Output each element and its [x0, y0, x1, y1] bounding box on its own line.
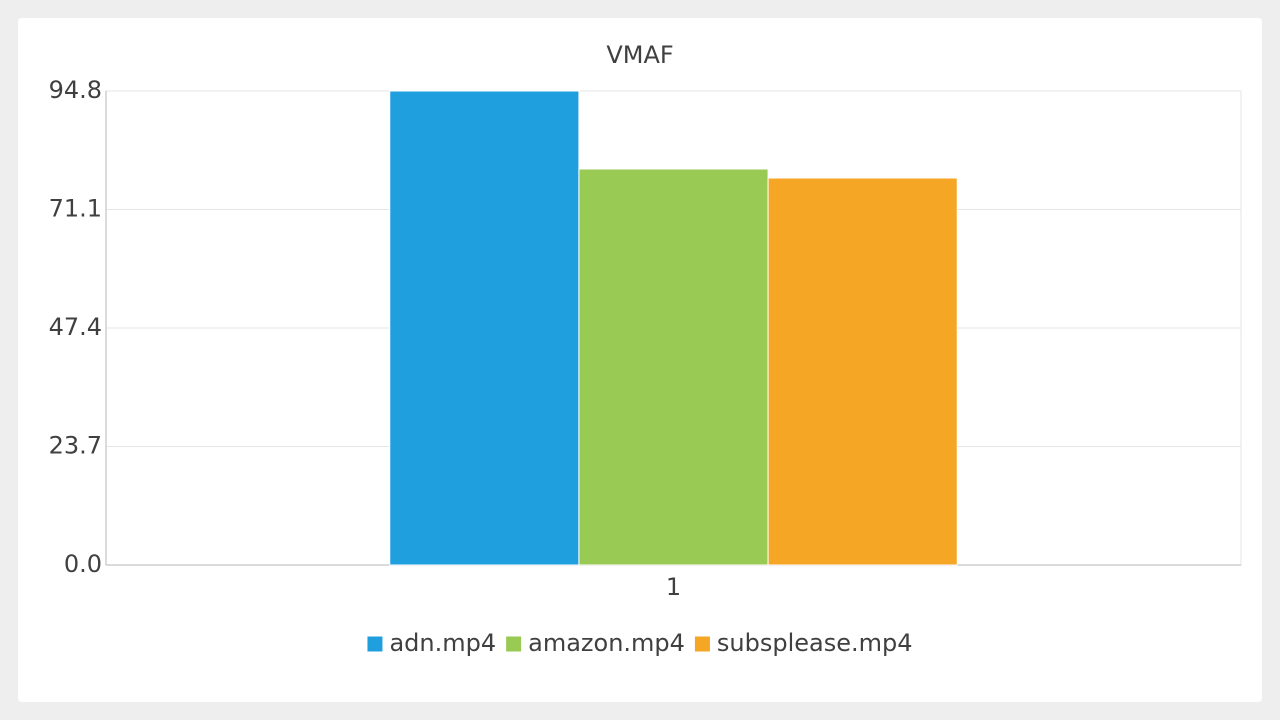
bar	[578, 168, 769, 566]
legend-swatch	[694, 636, 710, 652]
legend-label: amazon.mp4	[528, 629, 685, 657]
legend-label: adn.mp4	[389, 629, 496, 657]
y-tick-label: 71.1	[49, 195, 102, 223]
x-tick-label: 1	[666, 573, 681, 601]
bar	[767, 177, 958, 566]
y-tick-label: 0.0	[64, 550, 102, 578]
chart-title: VMAF	[606, 41, 673, 69]
y-tick-label: 23.7	[49, 432, 102, 460]
legend-label: subsplease.mp4	[717, 629, 913, 657]
y-tick-label: 94.8	[49, 76, 102, 104]
bar	[389, 90, 580, 566]
legend-swatch	[367, 636, 383, 652]
legend-swatch	[506, 636, 522, 652]
y-tick-label: 47.4	[49, 313, 102, 341]
